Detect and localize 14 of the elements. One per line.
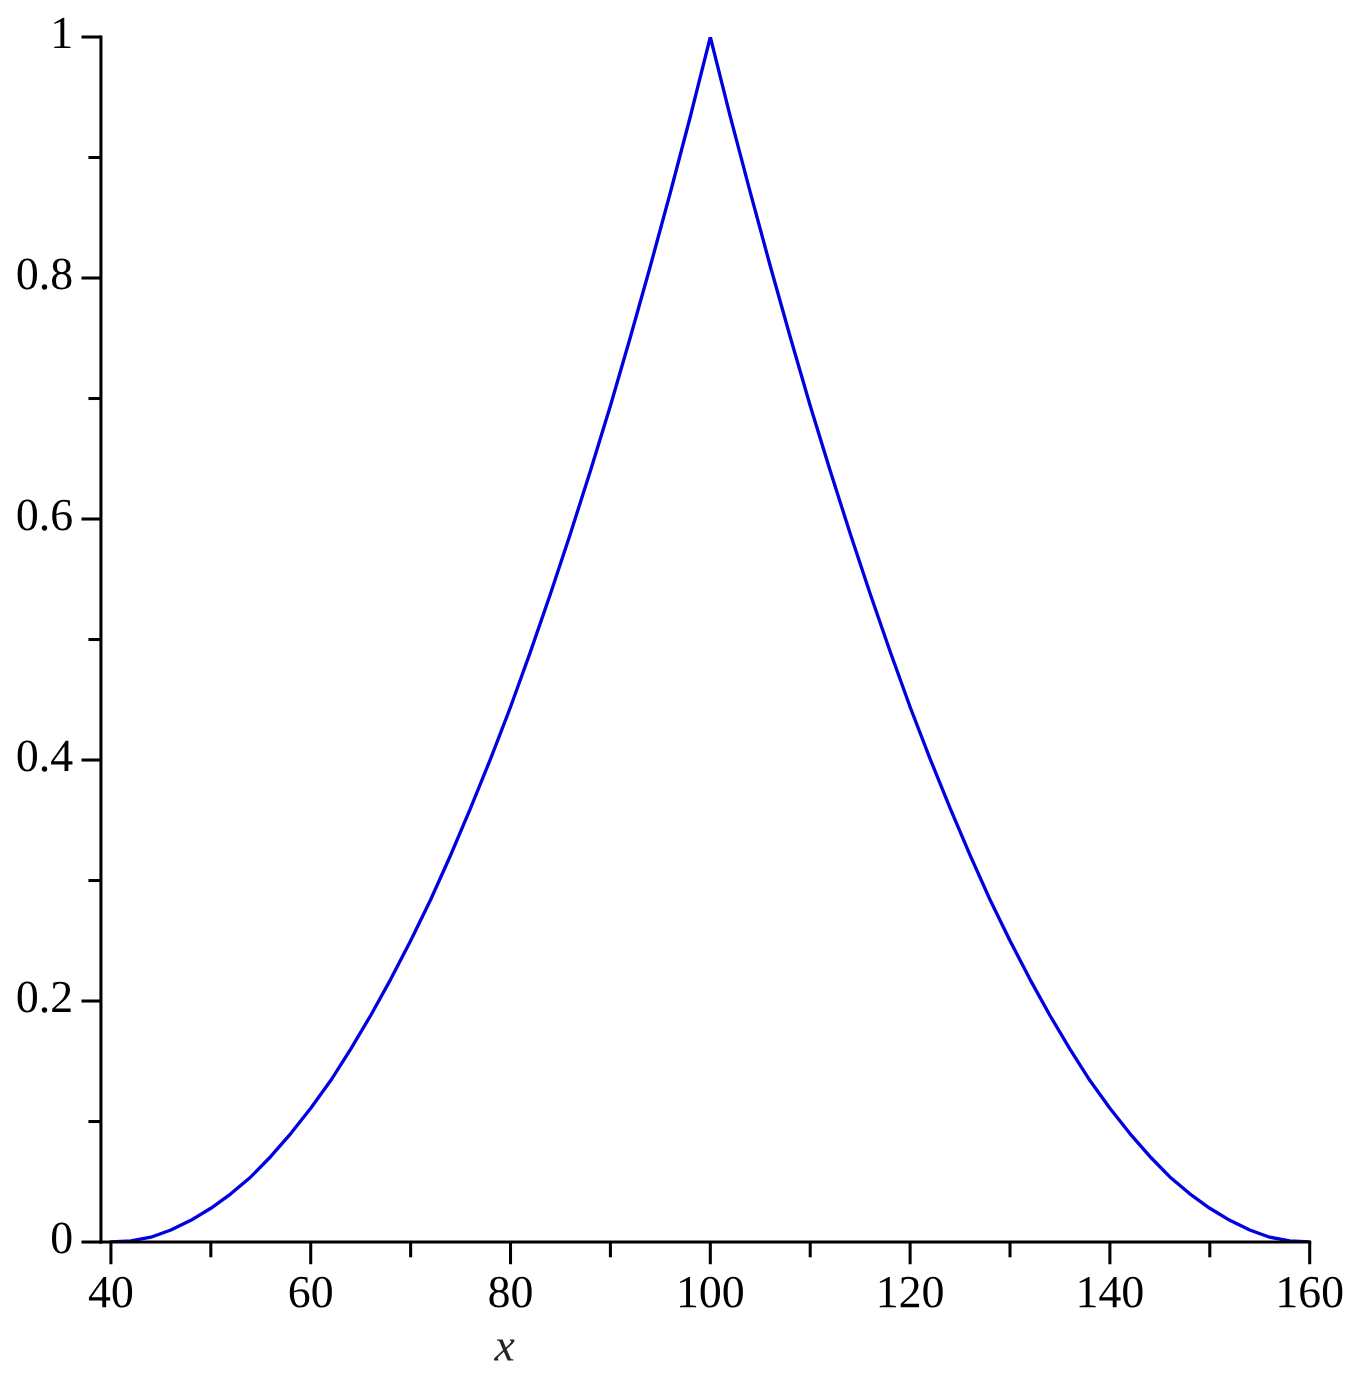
x-tick-label: 160 [1279, 1276, 1343, 1308]
y-tick-label: 1 [54, 17, 71, 49]
x-tick-label: 80 [489, 1276, 532, 1308]
y-tick-label: 0.6 [17, 499, 72, 531]
x-axis-title: x [493, 1339, 515, 1361]
y-tick-label: 0.2 [17, 981, 71, 1013]
y-tick-label: 0.4 [17, 740, 73, 772]
x-tick-label: 60 [289, 1276, 332, 1308]
x-tick-label: 120 [879, 1276, 943, 1308]
x-tick-label: 140 [1079, 1276, 1143, 1308]
x-tick-label: 100 [679, 1276, 743, 1308]
x-tick-label: 40 [88, 1276, 133, 1308]
y-tick-label: 0 [51, 1222, 72, 1254]
y-tick-label: 0.8 [17, 258, 72, 290]
